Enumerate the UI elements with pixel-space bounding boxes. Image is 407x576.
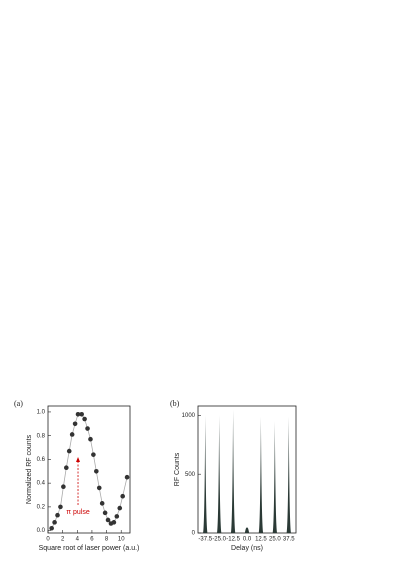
x-tick-label: 6 [90,537,94,543]
x-tick-label: 0.0 [243,537,252,543]
x-tick-label: 8 [105,537,109,543]
x-tick-label: 0 [46,537,50,543]
x-tick-label: 12.5 [255,537,267,543]
data-point [94,468,99,474]
data-point [61,484,66,490]
peak [216,415,222,533]
data-point [72,421,78,427]
peak [286,416,291,533]
data-point [66,448,72,454]
y-axis-label: Normalized RF counts [26,434,33,504]
y-axis-label: RF Counts [174,452,181,486]
data-point [64,465,69,471]
x-axis-label: Square root of laser power (a.u.) [39,545,140,552]
peak [258,416,264,533]
data-point [52,520,57,525]
data-point [114,514,120,519]
annotation-arrowhead [76,457,81,462]
data-point [105,517,111,523]
peak [244,527,250,533]
x-tick-label: -12.5 [226,537,240,543]
data-point [82,416,87,422]
data-point [111,520,117,525]
data-point [124,474,130,480]
peak [230,409,236,533]
data-point [99,501,105,506]
data-point [85,426,90,431]
y-tick-label: 1000 [182,413,196,419]
annotation: π pulse [66,509,90,516]
y-tick-label: 0.2 [37,504,46,510]
data-point [49,525,54,531]
y-tick-label: 0 [192,531,196,537]
x-tick-label: 37.5 [283,537,295,543]
peak [203,415,208,533]
data-point [91,452,96,457]
y-tick-label: 0.6 [37,457,46,463]
panel-label: (b) [170,399,180,408]
x-tick-label: 4 [76,537,80,543]
data-point [58,504,63,510]
data-point [88,436,93,442]
x-tick-label: 25.0 [269,537,281,543]
data-point [79,412,84,417]
plot-frame [197,405,297,534]
x-tick-label: -37.5 [198,537,212,543]
data-point [55,512,60,518]
y-tick-label: 0.8 [37,433,46,439]
data-point [102,510,108,516]
x-tick-label: -25.0 [212,537,226,543]
data-point [117,505,123,511]
data-point [69,432,75,437]
y-tick-label: 0.4 [37,481,46,487]
data-point [75,412,81,417]
x-tick-label: 10 [118,537,125,543]
peak [272,421,278,533]
y-tick-label: 500 [185,472,196,478]
x-tick-label: 2 [61,537,65,543]
y-tick-label: 0.0 [37,528,46,534]
panel-label: (a) [14,399,23,408]
data-point [96,485,102,491]
x-axis-label: Delay (ns) [231,545,263,552]
plot-frame [47,405,131,534]
data-point [120,493,125,499]
y-tick-label: 1.0 [37,410,46,416]
